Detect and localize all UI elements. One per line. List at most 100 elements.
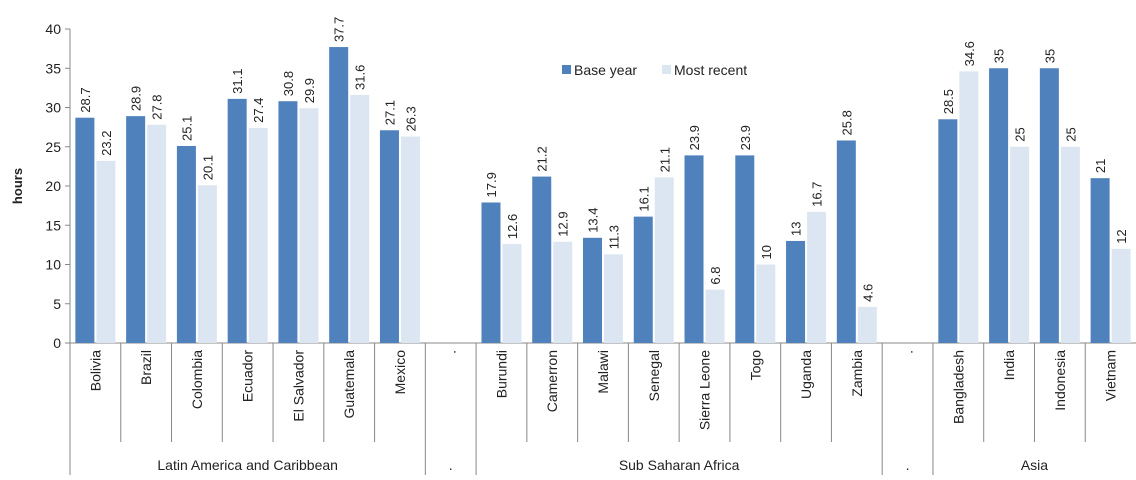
group-label: Sub Saharan Africa — [619, 457, 740, 473]
legend-swatch-most-recent — [662, 65, 671, 74]
x-tick-label: Togo — [747, 350, 763, 381]
bar-most-recent — [502, 244, 522, 343]
bar-most-recent — [705, 289, 725, 343]
bar-base-year — [633, 216, 653, 343]
group-label: . — [906, 457, 910, 473]
x-tick-label: Uganda — [798, 350, 814, 399]
bar-most-recent — [756, 264, 776, 343]
x-tick-label: Guatemala — [341, 350, 357, 419]
data-label: 25 — [1013, 127, 1028, 141]
y-tick-label: 5 — [53, 296, 61, 312]
legend-label-base-year: Base year — [574, 62, 637, 78]
group-label: Asia — [1021, 457, 1048, 473]
x-tick-label: Colombia — [189, 350, 205, 409]
x-tick-label: Senegal — [646, 350, 662, 401]
y-axis-title: hours — [10, 168, 25, 204]
bar-most-recent — [248, 127, 268, 343]
data-label: 13.4 — [586, 207, 601, 232]
data-label: 26.3 — [403, 106, 418, 131]
x-tick-label: Brazil — [138, 350, 154, 385]
x-tick-label: Camerron — [544, 350, 560, 412]
group-label: . — [449, 457, 453, 473]
data-label: 35 — [1042, 49, 1057, 63]
data-label: 12.9 — [556, 211, 571, 236]
data-label: 27.4 — [251, 98, 266, 123]
bar-base-year — [735, 155, 755, 343]
bar-base-year — [836, 140, 856, 343]
y-tick-label: 30 — [45, 100, 61, 116]
group-label: Latin America and Caribbean — [157, 457, 338, 473]
bar-base-year — [786, 240, 806, 343]
data-label: 13 — [789, 221, 804, 235]
x-tick-label: India — [1001, 350, 1017, 381]
bar-base-year — [176, 145, 196, 343]
x-tick-label: Sierra Leone — [697, 350, 713, 430]
x-tick-label: Mexico — [392, 350, 408, 395]
x-tick-label: El Salvador — [290, 350, 306, 422]
x-tick-label: Indonesia — [1052, 350, 1068, 411]
bar-most-recent — [1111, 248, 1131, 343]
x-tick-label: Bolivia — [87, 350, 103, 391]
bar-most-recent — [400, 136, 420, 343]
bar-base-year — [329, 47, 349, 344]
data-label: 28.9 — [129, 86, 144, 111]
bar-base-year — [227, 98, 247, 344]
data-label: 12 — [1114, 229, 1129, 243]
bar-most-recent — [1060, 146, 1080, 343]
bar-base-year — [278, 101, 298, 343]
bar-most-recent — [553, 241, 573, 343]
data-label: 20.1 — [200, 155, 215, 180]
y-tick-label: 20 — [45, 178, 61, 194]
data-label: 4.6 — [860, 284, 875, 302]
x-tick-label: Bangladesh — [950, 350, 966, 424]
data-label: 21.2 — [535, 146, 550, 171]
data-label: 17.9 — [484, 172, 499, 197]
bar-base-year — [1039, 68, 1059, 343]
bar-most-recent — [857, 306, 877, 343]
data-label: 23.9 — [687, 125, 702, 150]
axes: 0 5 10 15 20 25 30 35 40 hours — [10, 21, 1136, 475]
bar-base-year — [684, 155, 704, 343]
bar-most-recent — [604, 254, 623, 343]
data-label: 16.7 — [810, 182, 825, 207]
data-label: 37.7 — [332, 17, 347, 42]
data-label: 23.9 — [738, 125, 753, 150]
bar-base-year — [1090, 178, 1110, 343]
y-tick-label: 0 — [53, 335, 61, 351]
data-label: 29.9 — [302, 78, 317, 103]
bar-base-year — [583, 237, 602, 343]
bar-most-recent — [350, 94, 370, 343]
data-label: 10 — [759, 245, 774, 259]
bar-base-year — [75, 117, 95, 343]
data-label: 31.1 — [230, 69, 245, 94]
x-tick-label: . — [443, 350, 459, 354]
bar-most-recent — [197, 185, 217, 343]
y-tick-label: 10 — [45, 257, 61, 273]
data-label: 23.2 — [99, 131, 114, 156]
x-tick-label: Ecuador — [240, 350, 256, 402]
data-label: 16.1 — [636, 186, 651, 211]
bar-base-year — [989, 68, 1009, 343]
data-label: 25.1 — [179, 116, 194, 141]
x-tick-label: Vietnam — [1103, 350, 1119, 401]
data-label: 12.6 — [505, 214, 520, 239]
data-label: 27.1 — [382, 100, 397, 125]
data-label: 28.7 — [78, 87, 93, 112]
legend-swatch-base-year — [562, 65, 571, 74]
data-label: 6.8 — [708, 267, 723, 285]
x-tick-label: Zambia — [849, 350, 865, 397]
y-tick-label: 25 — [45, 139, 61, 155]
data-label: 27.8 — [150, 94, 165, 119]
bar-base-year — [532, 176, 552, 343]
data-label: 30.8 — [281, 71, 296, 96]
bar-base-year — [126, 116, 146, 343]
data-label: 35 — [992, 49, 1007, 63]
labels: 28.7 23.2 Bolivia 28.9 27.8 Brazil 25.1 20.1 Col… — [78, 17, 1129, 473]
bar-base-year — [481, 202, 501, 343]
bar-most-recent — [807, 211, 827, 343]
bar-base-year — [938, 119, 958, 344]
bar-base-year — [379, 130, 399, 343]
bars — [75, 47, 1131, 344]
